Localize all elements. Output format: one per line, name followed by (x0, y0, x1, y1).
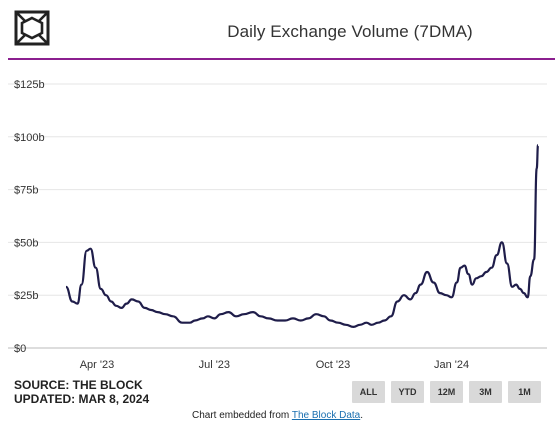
y-tick-label: $0 (14, 343, 26, 355)
range-all-button[interactable]: ALL (352, 381, 385, 403)
range-1m-button[interactable]: 1M (508, 381, 541, 403)
embed-note: Chart embedded from The Block Data. (0, 410, 555, 421)
range-12m-button[interactable]: 12M (430, 381, 463, 403)
embed-text: Chart embedded from (191, 410, 292, 421)
series-line (65, 144, 540, 328)
x-tick-label: Apr '23 (80, 359, 115, 371)
y-tick-label: $100b (14, 132, 45, 144)
x-tick-label: Jul '23 (199, 359, 230, 371)
chart-title: Daily Exchange Volume (7DMA) (227, 22, 473, 41)
the-block-data-link[interactable]: The Block Data (291, 410, 361, 421)
embed-period: . (360, 410, 364, 421)
header-divider (8, 58, 555, 60)
chart-area: $0 $25b $50b $75b $100b $125b Apr '23 Jul '23 Oc… (8, 79, 547, 371)
x-tick-label: Jan '24 (434, 359, 469, 371)
the-block-logo[interactable] (14, 10, 50, 46)
range-ytd-button[interactable]: YTD (391, 381, 424, 403)
x-tick-label: Oct '23 (316, 359, 351, 371)
y-tick-label: $75b (14, 185, 38, 197)
range-buttons: ALL YTD 12M 3M 1M (352, 381, 541, 403)
y-tick-label: $50b (14, 237, 38, 249)
source-label: SOURCE: THE BLOCK (14, 378, 143, 392)
source-info: SOURCE: THE BLOCK UPDATED: MAR 8, 2024 (14, 378, 149, 406)
y-tick-label: $25b (14, 290, 38, 302)
updated-label: UPDATED: MAR 8, 2024 (14, 392, 150, 406)
range-3m-button[interactable]: 3M (469, 381, 502, 403)
y-tick-label: $125b (14, 79, 45, 91)
